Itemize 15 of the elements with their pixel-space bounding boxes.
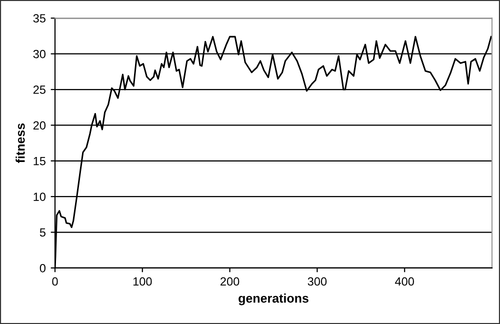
x-tick-label: 300 (308, 277, 327, 286)
y-tick-label: 5 (40, 228, 46, 237)
x-tick-label: 100 (133, 277, 152, 286)
y-tick-label: 10 (34, 192, 46, 201)
x-tick-label: 200 (220, 277, 240, 286)
y-tick-label: 15 (34, 157, 46, 166)
y-tick-label: 25 (33, 86, 46, 94)
x-tick-label: 400 (395, 277, 414, 286)
y-tick-label: 0 (40, 264, 46, 272)
y-tick-label: 30 (33, 50, 46, 58)
x-tick-label: 0 (52, 277, 58, 286)
y-axis-title: fitness (16, 123, 25, 163)
y-tick-label: 35 (33, 14, 46, 23)
y-tick-label: 20 (33, 121, 46, 130)
x-axis-title: generations (238, 294, 308, 306)
